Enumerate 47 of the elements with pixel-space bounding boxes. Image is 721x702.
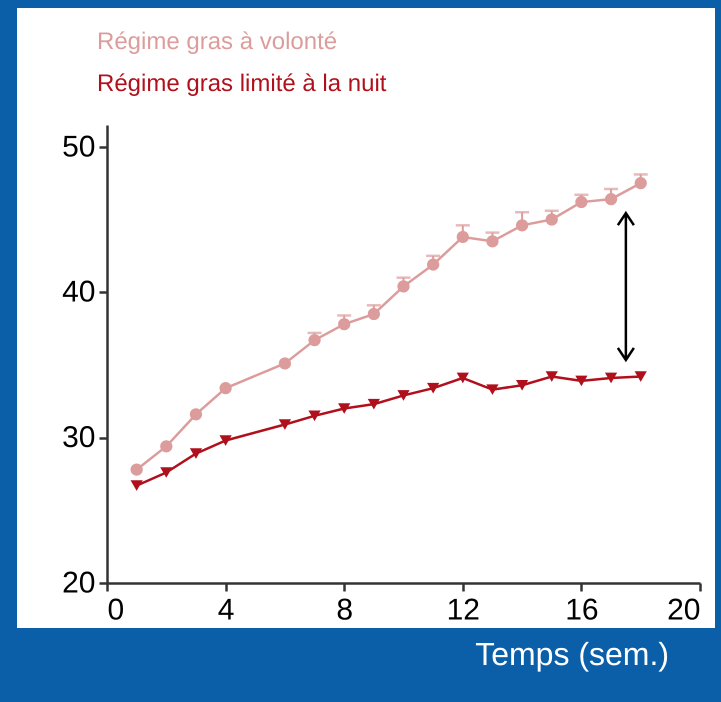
point (575, 196, 588, 208)
point (456, 230, 469, 244)
point (604, 372, 618, 384)
point (219, 382, 232, 394)
x-tick-label: 16 (565, 594, 599, 626)
y-tick-label: 40 (62, 276, 96, 309)
point (604, 193, 618, 206)
point (634, 177, 647, 190)
point (516, 219, 528, 232)
point (397, 280, 410, 292)
point (308, 410, 321, 422)
point (486, 235, 499, 248)
point (546, 213, 558, 226)
point (130, 480, 143, 491)
point (368, 398, 380, 410)
point (308, 334, 321, 346)
point (397, 390, 410, 401)
text: Régime gras limité à la nuit (97, 70, 386, 98)
point (456, 372, 469, 384)
point (190, 448, 202, 459)
point (130, 463, 143, 476)
point (160, 440, 172, 452)
x-tick-label: 20 (667, 594, 700, 626)
x-tick-label: 12 (446, 594, 480, 626)
point (575, 376, 588, 386)
point (546, 371, 558, 382)
point (634, 371, 647, 382)
point (486, 384, 499, 395)
point (160, 467, 172, 478)
x-tick-label: 8 (336, 594, 354, 626)
y-tick-label: 50 (62, 130, 96, 164)
x-axis-title: Temps (sem.) (475, 636, 669, 673)
x-tick-label: 0 (108, 594, 124, 626)
point (219, 435, 232, 446)
point (338, 318, 350, 330)
y-tick-label: 20 (62, 566, 96, 600)
point (368, 308, 380, 320)
text: Régime gras à volonté (97, 28, 338, 56)
point (278, 419, 292, 430)
point (427, 258, 440, 271)
point (190, 408, 202, 420)
point (427, 382, 440, 394)
point (338, 403, 350, 414)
point (278, 357, 292, 370)
y-tick-label: 30 (62, 421, 96, 454)
x-tick-label: 4 (218, 594, 234, 626)
point (516, 380, 528, 391)
